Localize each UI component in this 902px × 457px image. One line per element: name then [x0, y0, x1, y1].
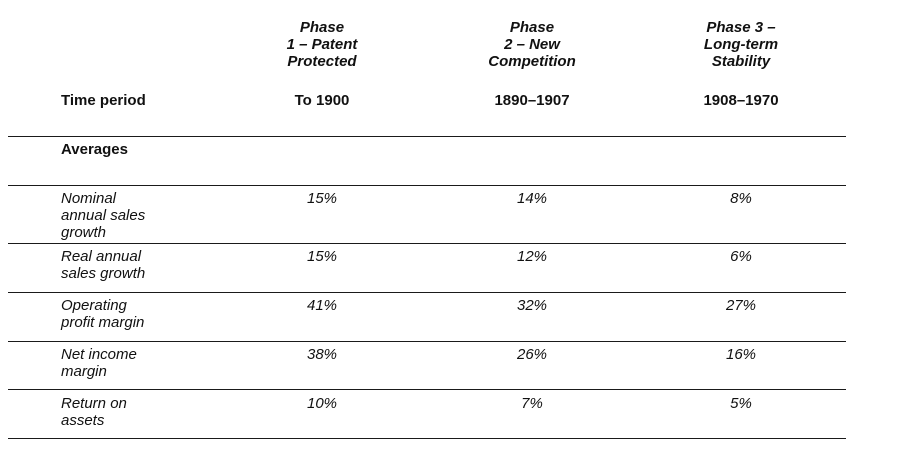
- table-cell: 41%: [306, 297, 338, 314]
- phase-1-header-line: 1 – Patent: [286, 36, 358, 53]
- phase-1-header-line: Phase: [299, 19, 345, 36]
- phase-2-header-line: 2 – New: [504, 36, 560, 53]
- table-cell: 14%: [516, 190, 548, 207]
- header-divider: [8, 136, 846, 137]
- row-label-return-on-assets: Return on assets: [61, 395, 191, 429]
- phase-1-header: Phase 1 – Patent Protected: [242, 19, 402, 70]
- table-bottom-rule: [8, 438, 846, 439]
- row-label-line: sales growth: [61, 265, 146, 282]
- phase-2-header-line: Phase: [509, 19, 555, 36]
- table-cell: 16%: [725, 346, 757, 363]
- row-label-line: Real annual: [61, 248, 142, 265]
- time-period-label: Time period: [61, 92, 146, 109]
- table-cell: 27%: [725, 297, 757, 314]
- table-cell: 15%: [306, 190, 338, 207]
- row-divider: [8, 341, 846, 342]
- row-label-net-income-margin: Net income margin: [61, 346, 191, 380]
- row-divider: [8, 292, 846, 293]
- table-cell: 8%: [730, 190, 752, 207]
- phase-2-period: 1890–1907: [494, 92, 570, 109]
- phase-2-header: Phase 2 – New Competition: [452, 19, 612, 70]
- phase-1-period: To 1900: [294, 92, 350, 109]
- table-cell: 32%: [516, 297, 548, 314]
- table-cell: 7%: [521, 395, 543, 412]
- row-label-nominal-sales-growth: Nominal annual sales growth: [61, 190, 191, 241]
- row-divider: [8, 243, 846, 244]
- row-label-line: margin: [61, 363, 107, 380]
- table-cell: 5%: [730, 395, 752, 412]
- row-label-line: Net income: [61, 346, 137, 363]
- phase-3-header-line: Stability: [711, 53, 771, 70]
- phase-3-header: Phase 3 – Long-term Stability: [661, 19, 821, 70]
- section-divider: [8, 185, 846, 186]
- row-label-line: Operating: [61, 297, 127, 314]
- phase-3-header-line: Phase 3 –: [706, 19, 776, 36]
- table-cell: 38%: [306, 346, 338, 363]
- section-label-averages: Averages: [61, 141, 128, 158]
- phase-2-header-line: Competition: [488, 53, 576, 70]
- row-label-line: Return on: [61, 395, 127, 412]
- table-cell: 15%: [306, 248, 338, 265]
- row-label-line: profit margin: [61, 314, 145, 331]
- phase-1-header-line: Protected: [287, 53, 357, 70]
- phase-3-header-line: Long-term: [703, 36, 779, 53]
- row-label-line: assets: [61, 412, 105, 429]
- row-divider: [8, 389, 846, 390]
- row-label-operating-margin: Operating profit margin: [61, 297, 191, 331]
- table-cell: 6%: [730, 248, 752, 265]
- row-label-line: annual sales: [61, 207, 146, 224]
- phase-3-period: 1908–1970: [703, 92, 779, 109]
- table-cell: 10%: [306, 395, 338, 412]
- row-label-line: growth: [61, 224, 107, 241]
- table-cell: 26%: [516, 346, 548, 363]
- row-label-line: Nominal: [61, 190, 117, 207]
- row-label-real-sales-growth: Real annual sales growth: [61, 248, 191, 282]
- table-cell: 12%: [516, 248, 548, 265]
